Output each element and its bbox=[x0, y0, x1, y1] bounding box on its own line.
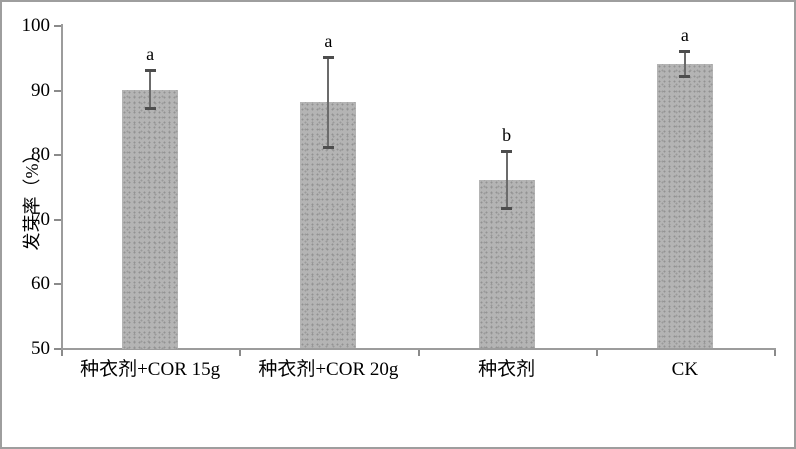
y-tick-label: 80 bbox=[31, 144, 50, 165]
x-tick bbox=[239, 349, 242, 356]
error-bar-bottom-cap bbox=[144, 106, 156, 110]
bar bbox=[656, 63, 713, 349]
bar bbox=[478, 179, 535, 349]
x-tick bbox=[61, 349, 63, 356]
error-bar-bottom-cap bbox=[501, 206, 513, 210]
x-category-label: 种衣剂+COR 20g bbox=[258, 358, 399, 380]
y-axis-line bbox=[61, 24, 63, 350]
sig-letter: a bbox=[146, 44, 155, 65]
x-category-label: 种衣剂 bbox=[478, 358, 536, 380]
error-bar-top-cap bbox=[322, 56, 334, 60]
y-tick bbox=[54, 347, 61, 350]
x-tick bbox=[595, 349, 598, 356]
bar bbox=[122, 89, 179, 349]
error-bar-line bbox=[327, 57, 330, 148]
y-tick bbox=[54, 25, 61, 27]
y-tick bbox=[54, 89, 61, 92]
x-category-label: 种衣剂+COR 15g bbox=[80, 358, 221, 380]
x-tick bbox=[774, 349, 776, 356]
y-tick-label: 70 bbox=[31, 208, 50, 230]
error-bar-line bbox=[683, 50, 686, 77]
sig-letter: a bbox=[324, 31, 333, 52]
x-category-label: CK bbox=[671, 358, 699, 380]
sig-letter: a bbox=[680, 24, 689, 45]
y-tick bbox=[54, 283, 61, 285]
error-bar-top-cap bbox=[679, 49, 691, 53]
y-tick-label: 100 bbox=[21, 15, 51, 36]
error-bar-bottom-cap bbox=[679, 74, 691, 78]
sig-letter: b bbox=[502, 124, 512, 145]
error-bar-line bbox=[505, 150, 508, 209]
y-tick-label: 50 bbox=[31, 337, 50, 359]
y-tick bbox=[54, 218, 61, 221]
x-tick bbox=[417, 349, 420, 356]
error-bar-bottom-cap bbox=[322, 145, 334, 149]
x-axis-line bbox=[61, 347, 776, 350]
y-tick-label: 60 bbox=[31, 273, 50, 294]
error-bar-top-cap bbox=[144, 69, 156, 73]
y-tick bbox=[54, 154, 61, 156]
error-bar-top-cap bbox=[501, 149, 513, 153]
y-tick-label: 90 bbox=[31, 79, 50, 101]
error-bar-line bbox=[149, 70, 152, 109]
